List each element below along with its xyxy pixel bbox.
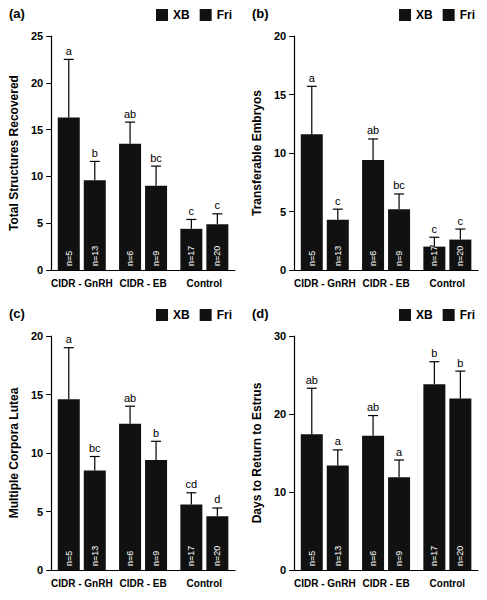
- svg-text:Transferable Embryos: Transferable Embryos: [250, 90, 264, 216]
- svg-text:15: 15: [31, 389, 43, 401]
- svg-text:cd: cd: [186, 478, 198, 490]
- svg-text:XB: XB: [173, 8, 190, 22]
- svg-text:n=9: n=9: [394, 251, 404, 266]
- svg-text:n=17: n=17: [429, 546, 439, 566]
- svg-text:20: 20: [31, 77, 43, 89]
- svg-text:(d): (d): [252, 306, 269, 321]
- svg-text:XB: XB: [416, 308, 433, 322]
- svg-text:XB: XB: [416, 8, 433, 22]
- svg-text:ab: ab: [367, 401, 379, 413]
- svg-text:20: 20: [31, 330, 43, 342]
- svg-text:CIDR - EB: CIDR - EB: [119, 578, 166, 589]
- svg-text:CIDR - EB: CIDR - EB: [119, 278, 166, 289]
- svg-text:bc: bc: [393, 179, 405, 191]
- svg-text:n=20: n=20: [455, 546, 465, 566]
- svg-text:n=17: n=17: [186, 246, 196, 266]
- svg-text:n=9: n=9: [151, 251, 161, 266]
- svg-text:c: c: [335, 195, 341, 207]
- svg-text:n=20: n=20: [212, 546, 222, 566]
- svg-text:Multiple Corpora Lutea: Multiple Corpora Lutea: [7, 387, 21, 518]
- svg-text:ab: ab: [124, 392, 136, 404]
- svg-text:Control: Control: [187, 578, 223, 589]
- svg-text:5: 5: [280, 206, 286, 218]
- svg-text:20: 20: [274, 408, 286, 420]
- svg-text:a: a: [66, 45, 73, 57]
- svg-text:0: 0: [280, 264, 286, 276]
- svg-text:20: 20: [274, 30, 286, 42]
- svg-text:CIDR - GnRH: CIDR - GnRH: [294, 278, 356, 289]
- svg-text:5: 5: [37, 506, 43, 518]
- svg-text:Fri: Fri: [217, 308, 232, 322]
- svg-text:c: c: [215, 199, 221, 211]
- svg-text:(b): (b): [252, 6, 269, 21]
- svg-text:15: 15: [274, 89, 286, 101]
- svg-text:n=5: n=5: [64, 251, 74, 266]
- svg-text:a: a: [309, 72, 316, 84]
- svg-text:CIDR - EB: CIDR - EB: [362, 278, 409, 289]
- svg-text:n=20: n=20: [212, 246, 222, 266]
- svg-text:Fri: Fri: [460, 308, 475, 322]
- svg-text:10: 10: [274, 147, 286, 159]
- svg-text:Fri: Fri: [460, 8, 475, 22]
- svg-text:n=9: n=9: [151, 551, 161, 566]
- svg-text:n=20: n=20: [455, 246, 465, 266]
- svg-text:10: 10: [31, 170, 43, 182]
- svg-text:b: b: [153, 427, 159, 439]
- svg-text:n=13: n=13: [333, 246, 343, 266]
- svg-text:n=6: n=6: [125, 251, 135, 266]
- svg-text:a: a: [335, 435, 342, 447]
- svg-text:Total Structures Recovered: Total Structures Recovered: [7, 75, 21, 231]
- svg-text:n=5: n=5: [64, 551, 74, 566]
- svg-text:a: a: [396, 446, 403, 458]
- svg-text:ab: ab: [306, 374, 318, 386]
- svg-text:n=9: n=9: [394, 551, 404, 566]
- svg-text:0: 0: [280, 564, 286, 576]
- svg-text:bc: bc: [89, 442, 101, 454]
- svg-text:0: 0: [37, 264, 43, 276]
- svg-text:c: c: [458, 215, 464, 227]
- svg-text:n=13: n=13: [333, 546, 343, 566]
- svg-text:(c): (c): [9, 306, 25, 321]
- svg-text:b: b: [457, 357, 463, 369]
- svg-text:n=6: n=6: [125, 551, 135, 566]
- svg-text:ab: ab: [124, 108, 136, 120]
- svg-text:CIDR - GnRH: CIDR - GnRH: [294, 578, 356, 589]
- svg-text:bc: bc: [150, 152, 162, 164]
- svg-text:n=5: n=5: [307, 551, 317, 566]
- svg-text:5: 5: [37, 217, 43, 229]
- svg-text:a: a: [66, 333, 73, 345]
- svg-text:n=13: n=13: [90, 246, 100, 266]
- svg-text:d: d: [214, 493, 220, 505]
- svg-text:30: 30: [274, 330, 286, 342]
- svg-text:Control: Control: [187, 278, 223, 289]
- svg-text:0: 0: [37, 564, 43, 576]
- svg-text:ab: ab: [367, 124, 379, 136]
- svg-text:n=6: n=6: [368, 251, 378, 266]
- svg-text:XB: XB: [173, 308, 190, 322]
- svg-text:b: b: [431, 347, 437, 359]
- svg-text:10: 10: [274, 486, 286, 498]
- svg-text:b: b: [92, 147, 98, 159]
- svg-text:CIDR - GnRH: CIDR - GnRH: [51, 578, 113, 589]
- svg-text:c: c: [432, 223, 438, 235]
- svg-text:Control: Control: [430, 578, 466, 589]
- svg-text:n=17: n=17: [429, 246, 439, 266]
- svg-text:Control: Control: [430, 278, 466, 289]
- svg-text:Days to Return to Estrus: Days to Return to Estrus: [250, 382, 264, 523]
- svg-text:CIDR - GnRH: CIDR - GnRH: [51, 278, 113, 289]
- svg-text:10: 10: [31, 447, 43, 459]
- svg-text:15: 15: [31, 124, 43, 136]
- svg-text:Fri: Fri: [217, 8, 232, 22]
- svg-text:c: c: [189, 205, 195, 217]
- svg-text:25: 25: [31, 30, 43, 42]
- svg-text:(a): (a): [9, 6, 25, 21]
- svg-text:n=6: n=6: [368, 551, 378, 566]
- svg-text:CIDR - EB: CIDR - EB: [362, 578, 409, 589]
- svg-text:n=17: n=17: [186, 546, 196, 566]
- svg-text:n=13: n=13: [90, 546, 100, 566]
- svg-text:n=5: n=5: [307, 251, 317, 266]
